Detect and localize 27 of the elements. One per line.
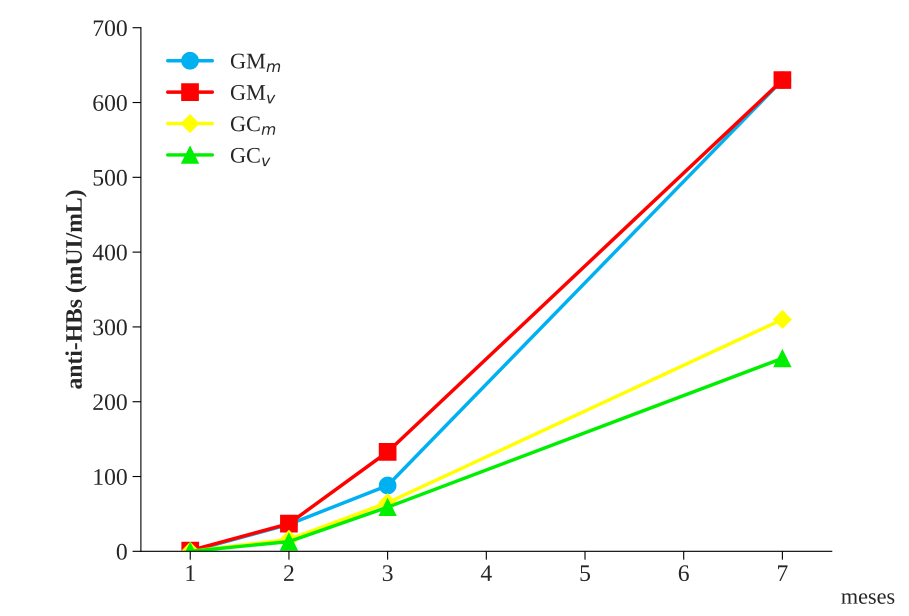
legend-label: GM$_{m}$ — [230, 54, 280, 72]
x-axis-title: meses — [841, 593, 894, 604]
point — [378, 442, 396, 461]
x-tick-label: 5 — [580, 565, 590, 582]
y-tick-label: 0 — [116, 544, 127, 560]
y-axis-title: anti-HBs (mUI/mL) — [65, 190, 87, 389]
legend-label: GC$_{v}$ — [230, 148, 271, 166]
y-tick-label: 200 — [93, 394, 127, 410]
y-tick-label: 300 — [93, 319, 127, 336]
point — [378, 498, 396, 516]
y-tick-label: 100 — [94, 469, 127, 485]
point — [774, 349, 792, 368]
x-tick-label: 2 — [284, 565, 294, 581]
y-tick-label: 600 — [93, 95, 127, 111]
y-tick-label: 400 — [92, 244, 127, 261]
x-tick-label: 7 — [778, 565, 788, 581]
legend-label: GM$_{v}$ — [230, 85, 276, 104]
x-tick-label: 4 — [480, 565, 492, 581]
x-tick-label: 1 — [186, 565, 195, 581]
y-tick-label: 700 — [94, 20, 127, 36]
point — [280, 532, 298, 550]
y-tick-label: 500 — [94, 170, 127, 186]
x-tick-label: 3 — [382, 565, 393, 582]
legend-label: GC$_{m}$ — [230, 116, 276, 135]
point — [378, 476, 396, 494]
x-tick-label: 6 — [678, 565, 689, 582]
point — [773, 310, 792, 329]
